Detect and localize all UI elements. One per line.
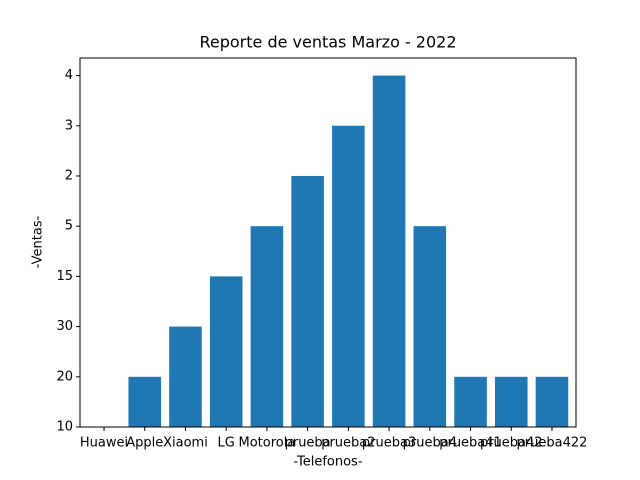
y-tick-label: 5 <box>65 219 73 234</box>
x-tick-label: prueba2 <box>321 436 375 451</box>
bar <box>372 75 406 428</box>
x-tick-label: Motorola <box>239 436 296 451</box>
y-tick-label: 30 <box>56 319 73 334</box>
bar <box>535 376 569 427</box>
x-tick-label: Apple <box>126 436 163 451</box>
x-tick-label: Huawei <box>80 436 128 451</box>
bar <box>413 226 447 427</box>
y-tick-label: 4 <box>65 68 73 83</box>
bar <box>128 376 162 427</box>
x-tick-label: prueba3 <box>362 436 416 451</box>
x-tick-label: prueba <box>285 436 331 451</box>
x-tick-label: prueba4 <box>403 436 457 451</box>
plot-frame <box>79 57 577 428</box>
x-axis-label: -Telefonos- <box>293 455 362 470</box>
bar <box>209 276 243 427</box>
y-tick-label: 15 <box>56 269 73 284</box>
bar <box>291 175 324 427</box>
bar <box>169 326 202 427</box>
x-tick-label: prueba422 <box>517 436 588 451</box>
y-tick-label: 2 <box>65 168 73 183</box>
bar <box>332 125 365 427</box>
x-tick-label: Xiaomi <box>163 436 208 451</box>
y-tick-label: 10 <box>56 420 73 435</box>
y-axis-label: -Ventas- <box>31 215 46 268</box>
x-tick-label: LG <box>218 436 235 451</box>
bar <box>494 376 528 427</box>
chart-title: Reporte de ventas Marzo - 2022 <box>199 33 456 52</box>
bar <box>454 376 487 427</box>
bar <box>250 226 284 427</box>
y-tick-label: 3 <box>65 118 73 133</box>
x-tick-label: prueba41 <box>439 436 502 451</box>
x-tick-label: prueba42 <box>480 436 543 451</box>
y-tick-label: 20 <box>56 369 73 384</box>
